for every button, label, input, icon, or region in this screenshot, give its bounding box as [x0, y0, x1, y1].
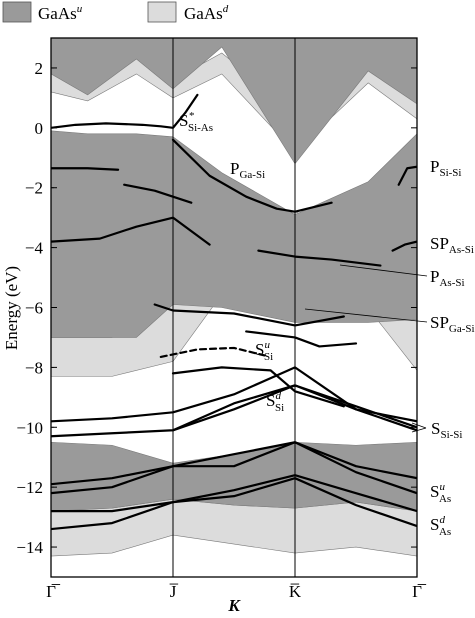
x-tick-label: Γ̅ — [46, 582, 61, 601]
label-p-ga-si: PGa-Si — [230, 159, 265, 181]
leader-sp-ga-si — [304, 308, 428, 323]
label-s-as-d: Sd As — [430, 514, 451, 538]
y-tick-label: 0 — [35, 119, 44, 138]
y-tick-label: −14 — [16, 538, 43, 557]
surface-state-line — [51, 441, 417, 486]
surface-state-line — [51, 474, 417, 513]
surface-state-line — [51, 441, 417, 495]
plot-frame — [50, 37, 418, 578]
state-labels: S* Si-As PGa-Si PSi-Si SPAs-Si PAs-Si SPG… — [179, 110, 475, 538]
surface-state-line — [391, 240, 417, 252]
x-axis-title: K — [227, 596, 241, 615]
legend-swatch-u — [2, 1, 32, 23]
surface-state-line — [397, 165, 417, 186]
y-axis-title: Energy (eV) — [2, 266, 21, 350]
bulk-projections — [51, 38, 417, 557]
label-s-si-d: Sd Si — [266, 390, 284, 414]
bulk-region-u-2 — [51, 130, 417, 338]
legend: GaAsu GaAsd — [2, 1, 229, 23]
surface-state-line — [257, 249, 382, 267]
x-tick-label: K̅ — [289, 582, 302, 601]
x-tick-label: Γ̅ — [412, 582, 427, 601]
surface-state-line — [51, 167, 120, 171]
y-tick-label: −2 — [25, 179, 43, 198]
y-tick-label: −8 — [25, 358, 43, 377]
leader-s-si-si-a — [411, 422, 427, 429]
label-sp-ga-si: SPGa-Si — [430, 313, 475, 335]
surface-state-line — [51, 216, 211, 246]
legend-label-u: GaAsu — [38, 3, 83, 23]
x-tick-label: J̅ — [169, 582, 179, 601]
surface-state-line — [245, 330, 358, 348]
y-tick-label: 2 — [35, 59, 44, 78]
surface-state-line — [51, 93, 199, 129]
y-tick-label: −12 — [16, 478, 43, 497]
legend-swatch-d — [147, 1, 177, 23]
label-p-as-si: PAs-Si — [430, 267, 465, 289]
label-s-as-u: Su As — [430, 481, 451, 505]
label-leader-lines — [304, 264, 428, 433]
surface-state-line — [171, 366, 345, 408]
surface-state-line — [153, 303, 345, 327]
y-tick-label: −6 — [25, 299, 43, 318]
leader-s-si-si-b — [411, 427, 427, 433]
label-p-si-si: PSi-Si — [430, 157, 461, 179]
surface-state-line — [51, 477, 417, 531]
y-tick-label: −4 — [25, 239, 44, 258]
label-s-si-u: Su Si — [255, 339, 273, 363]
surface-state-line — [123, 183, 193, 204]
surface-states — [51, 93, 417, 531]
legend-label-d: GaAsd — [184, 3, 229, 23]
bulk-region-u-3 — [51, 441, 417, 512]
y-tick-label: −10 — [16, 418, 43, 437]
axis-ticks: 2 0 −2 −4 −6 −8 −10 −12 −14 Γ̅ J̅ K̅ Γ̅ — [16, 59, 427, 601]
surface-state-line — [159, 346, 266, 359]
leader-p-as-si — [339, 264, 428, 277]
surface-state-line — [171, 138, 333, 213]
label-sp-as-si: SPAs-Si — [430, 234, 474, 256]
surface-state-line — [51, 384, 417, 438]
label-s-si-as-star: S* Si-As — [179, 110, 213, 134]
label-s-si-si: SSi-Si — [431, 419, 462, 441]
